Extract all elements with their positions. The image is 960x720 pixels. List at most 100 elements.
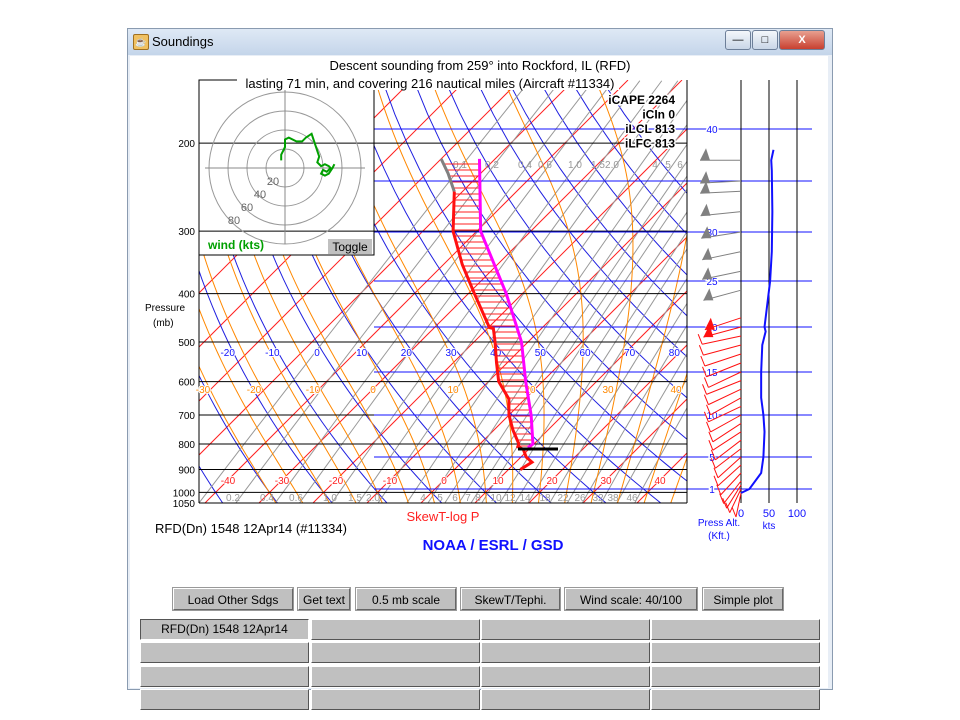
minimize-button[interactable]: — (725, 30, 751, 50)
speed-tick-label: 50 (763, 508, 775, 520)
pressure-tick-label: 700 (178, 411, 195, 422)
chart-title: SkewT-log P (407, 509, 480, 524)
pressure-axis-label: Pressure (145, 303, 185, 314)
mixing-ratio-label: 0.4 (260, 493, 274, 504)
temperature-trace-upper (439, 158, 456, 193)
wind-barb-flag (700, 181, 711, 194)
hodograph-ring-label: 60 (241, 202, 253, 214)
stability-index: iCIn 0 (642, 108, 675, 122)
dry-adiabat-label: 70 (624, 348, 636, 359)
wind-barb-staff (703, 344, 742, 356)
wind-barb-staff (710, 397, 742, 416)
mixing-ratio-label: 7 (465, 493, 471, 504)
temperature-trace (451, 191, 535, 471)
sounding-slot-button[interactable] (140, 666, 309, 687)
dry-adiabat-label: 50 (535, 348, 547, 359)
moist-adiabat-label: -10 (306, 385, 321, 396)
altitude-tick-label: 10 (706, 411, 718, 422)
wind-barb-staff (723, 480, 742, 504)
credit-label: NOAA / ESRL / GSD (423, 537, 564, 554)
get-text-button[interactable]: Get text (297, 587, 351, 611)
dry-adiabat-line (199, 80, 388, 503)
sounding-slot-button[interactable] (481, 642, 650, 663)
altitude-tick-label: 5 (709, 453, 715, 464)
sounding-slot-button[interactable] (311, 619, 480, 640)
wind-barb-staff (702, 335, 742, 345)
header-line-2-bg (237, 76, 619, 90)
dry-adiabat-line (32, 81, 114, 503)
dry-adiabat-label: 60 (579, 348, 591, 359)
toggle-label[interactable]: Toggle (332, 240, 368, 254)
wind-barb-staff (726, 484, 742, 509)
stability-index: iLFC 813 (625, 137, 675, 151)
sounding-slot-button[interactable] (651, 619, 820, 640)
moist-adiabat-line (670, 80, 687, 503)
sounding-slot-button[interactable] (481, 666, 650, 687)
isotherm-label: 20 (546, 476, 558, 487)
isotherm-label: 40 (654, 476, 666, 487)
moist-adiabat-label: 10 (447, 385, 459, 396)
sounding-slot-button[interactable] (311, 642, 480, 663)
sounding-slot-button[interactable] (651, 642, 820, 663)
wind-barb-staff (708, 388, 742, 406)
mb-scale-button[interactable]: 0.5 mb scale (355, 587, 457, 611)
wind-barb-flag (703, 325, 714, 338)
wind-scale-button[interactable]: Wind scale: 40/100 (564, 587, 698, 611)
sounding-slot-button[interactable] (140, 642, 309, 663)
java-app-icon: ☕ (133, 34, 149, 50)
mixing-ratio-label: 0.1 (453, 160, 467, 171)
wind-barb-feather (700, 355, 706, 367)
sounding-slot-button[interactable] (481, 689, 650, 710)
wind-barb-staff (706, 380, 742, 395)
sounding-slot-button[interactable] (651, 666, 820, 687)
mixing-ratio-line (458, 80, 687, 503)
wind-barb-feather (731, 506, 737, 518)
isotherm-line (420, 80, 687, 503)
sounding-slot-button[interactable] (651, 689, 820, 710)
mixing-ratio-label: 5 (437, 493, 443, 504)
wind-barb-staff (712, 431, 742, 451)
sounding-slot-button[interactable] (140, 689, 309, 710)
header-line-1: Descent sounding from 259° into Rockford… (330, 58, 631, 73)
wind-barb-staff (712, 422, 742, 443)
dry-adiabat-label: 20 (401, 348, 413, 359)
mixing-ratio-label: 38 (607, 493, 619, 504)
parcel-trace (477, 158, 535, 449)
sounding-slot-button[interactable]: RFD(Dn) 1548 12Apr14 (140, 619, 309, 640)
pressure-tick-label: 1000 (173, 488, 196, 499)
load-other-sdgs-button[interactable]: Load Other Sdgs (172, 587, 294, 611)
sounding-slot-button[interactable] (311, 666, 480, 687)
hodograph-label: wind (kts) (207, 238, 264, 252)
close-button[interactable]: X (779, 30, 825, 50)
title-bar[interactable]: ☕ Soundings — □ X (128, 29, 832, 55)
simple-plot-button[interactable]: Simple plot (702, 587, 784, 611)
dry-adiabat-label: -20 (220, 348, 235, 359)
wind-barb-staff (715, 448, 742, 469)
wind-barb-staff (735, 492, 742, 518)
sounding-slot-button[interactable] (481, 619, 650, 640)
hodograph-ring-label: 80 (228, 215, 240, 227)
sounding-slot-button[interactable] (311, 689, 480, 710)
wind-barb-feather (702, 366, 707, 377)
isotherm-line (312, 80, 687, 503)
speed-tick-label: 0 (738, 508, 744, 520)
altitude-tick-label: 15 (706, 368, 718, 379)
wind-barb-staff (708, 371, 742, 388)
mixing-ratio-label: 0.6 (538, 160, 552, 171)
mixing-ratio-label: 2.0 (605, 160, 619, 171)
mixing-ratio-label: 5 (665, 160, 671, 171)
isotherm-line (366, 80, 687, 503)
wind-speed-profile (740, 149, 775, 494)
wind-barb-flag (703, 288, 714, 301)
wind-barb-feather (708, 439, 714, 451)
toggle-button[interactable] (328, 239, 372, 254)
mixing-ratio-label: 10 (490, 493, 502, 504)
maximize-button[interactable]: □ (752, 30, 778, 50)
moist-adiabat-label: 30 (602, 385, 614, 396)
mixing-ratio-line (566, 80, 687, 503)
skewt-tephi-button[interactable]: SkewT/Tephi. (460, 587, 561, 611)
dry-adiabat-label: 80 (669, 348, 681, 359)
mixing-ratio-label: 0.4 (518, 160, 532, 171)
wind-barb-feather (698, 344, 704, 356)
